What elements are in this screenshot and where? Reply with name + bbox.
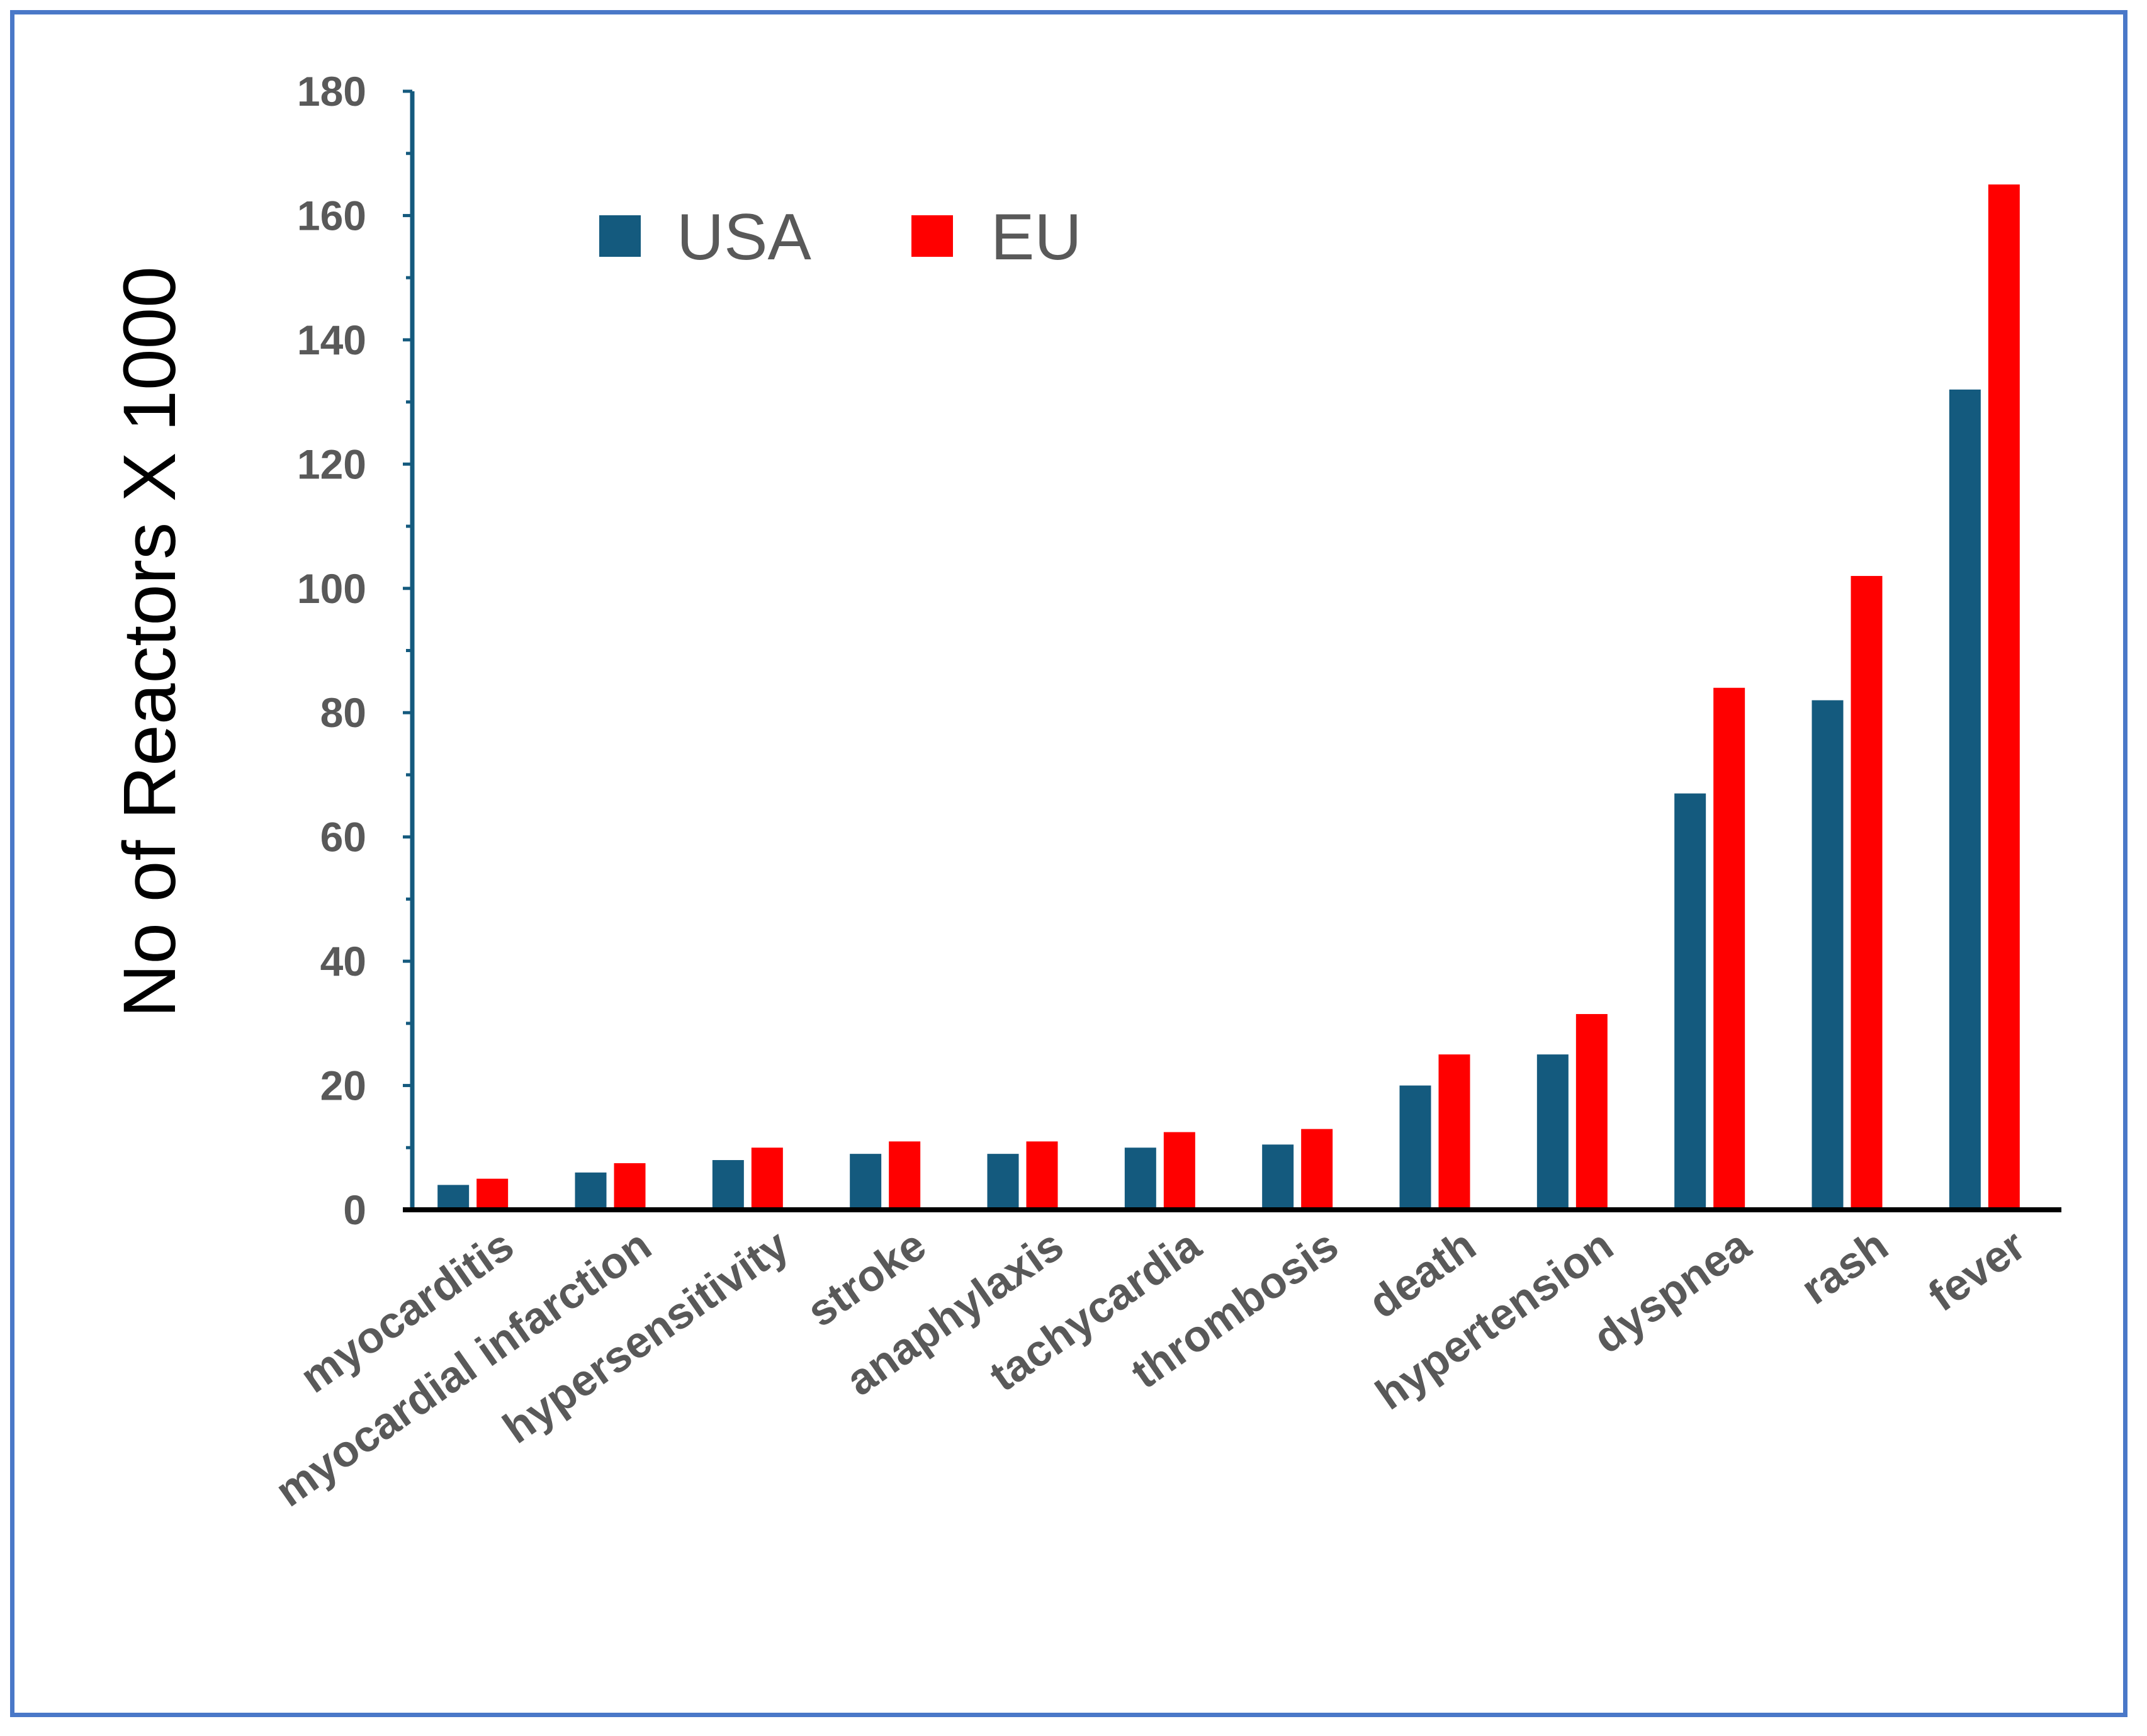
y-tick-label: 100 — [297, 565, 366, 612]
legend-label-eu: EU — [991, 201, 1081, 274]
bar-usa-fever[interactable] — [1949, 389, 1981, 1210]
bar-usa-myocardial-infarction[interactable] — [575, 1172, 607, 1210]
bar-eu-stroke[interactable] — [889, 1141, 921, 1210]
y-tick-label: 40 — [320, 938, 366, 984]
bar-usa-death[interactable] — [1399, 1085, 1431, 1210]
bar-usa-myocarditis[interactable] — [437, 1185, 470, 1210]
bar-usa-stroke[interactable] — [850, 1154, 882, 1210]
bar-usa-hypersensitivity[interactable] — [712, 1160, 744, 1210]
bar-eu-hypertension[interactable] — [1575, 1014, 1608, 1210]
bar-usa-tachycardia[interactable] — [1124, 1147, 1156, 1210]
bar-usa-anaphylaxis[interactable] — [987, 1154, 1019, 1210]
figure-frame — [10, 10, 2127, 1717]
bar-eu-thrombosis[interactable] — [1301, 1129, 1333, 1210]
bar-usa-rash[interactable] — [1812, 700, 1844, 1210]
bar-eu-death[interactable] — [1438, 1054, 1470, 1210]
bar-eu-rash[interactable] — [1851, 576, 1883, 1210]
y-tick-label: 120 — [297, 441, 366, 487]
legend-swatch-eu — [911, 215, 953, 257]
bar-eu-myocardial-infarction[interactable] — [614, 1163, 646, 1210]
y-axis-tick-labels: 0 20 40 60 80 100 120 140 160 180 — [297, 68, 366, 1233]
bar-usa-thrombosis[interactable] — [1262, 1144, 1294, 1210]
y-axis-title: No of Reactors X 1000 — [108, 266, 191, 1018]
y-tick-label: 80 — [320, 689, 366, 736]
y-tick-label: 20 — [320, 1062, 366, 1109]
bars — [437, 184, 2020, 1210]
bar-eu-myocarditis[interactable] — [476, 1178, 509, 1210]
bar-eu-tachycardia[interactable] — [1163, 1132, 1195, 1210]
x-tick-label: hypertension — [1367, 1220, 1622, 1419]
x-tick-label: rash — [1792, 1220, 1896, 1314]
bar-eu-dyspnea[interactable] — [1713, 687, 1745, 1210]
bar-usa-hypertension[interactable] — [1536, 1054, 1569, 1210]
y-tick-label: 0 — [343, 1186, 366, 1233]
x-tick-label: dyspnea — [1584, 1220, 1759, 1363]
bar-eu-anaphylaxis[interactable] — [1026, 1141, 1058, 1210]
legend-swatch-usa — [599, 215, 641, 257]
bar-eu-hypersensitivity[interactable] — [751, 1147, 783, 1210]
bar-usa-dyspnea[interactable] — [1674, 793, 1706, 1210]
bar-eu-fever[interactable] — [1988, 184, 2020, 1210]
x-tick-label: fever — [1920, 1220, 2034, 1321]
legend[interactable]: USA EU — [599, 201, 1081, 274]
y-tick-label: 160 — [297, 192, 366, 239]
y-tick-label: 180 — [297, 68, 366, 115]
legend-label-usa: USA — [677, 201, 811, 274]
y-tick-label: 60 — [320, 814, 366, 860]
y-tick-label: 140 — [297, 317, 366, 363]
